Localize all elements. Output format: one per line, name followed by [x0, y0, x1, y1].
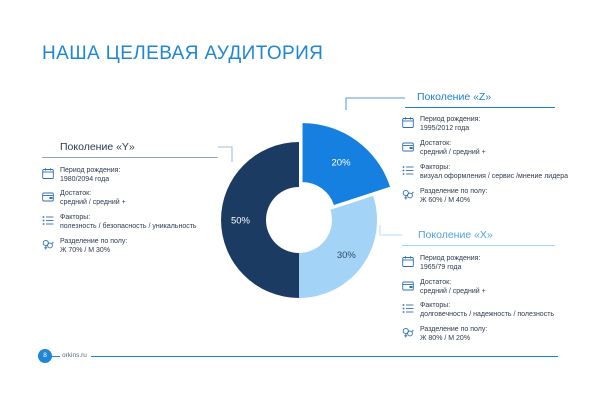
connector-y: [218, 146, 233, 162]
list-icon: [402, 304, 414, 313]
slice-label-20: 20%: [332, 158, 352, 169]
slice-label-30: 30%: [337, 250, 357, 261]
gen-z-title: Поколение «Z»: [417, 91, 492, 103]
connector-x: [379, 225, 402, 236]
row-value: средний / средний +: [420, 287, 486, 295]
gen-x-title: Поколение «X»: [418, 229, 493, 241]
row-label: Факторы:: [420, 164, 451, 171]
row-value: Ж 60% / М 40%: [420, 196, 471, 204]
donut-slice-50: [221, 142, 299, 298]
gen-y-row: Разделение по полу: Ж 70% / М 30%: [42, 238, 127, 255]
row-value: Ж 80% / М 20%: [420, 334, 471, 342]
donut-slice-20: [302, 123, 391, 205]
row-value: 1965/79 года: [420, 263, 462, 271]
gen-y-row: Период рождения: 1980/2094 года: [42, 167, 120, 184]
page-title: НАША ЦЕЛЕВАЯ АУДИТОРИЯ: [42, 43, 324, 64]
wallet-icon: [402, 281, 414, 291]
row-label: Факторы:: [420, 302, 451, 309]
site-link[interactable]: orkins.ru: [60, 352, 91, 359]
row-label: Период рождения:: [420, 255, 481, 262]
gen-z-divider: [405, 107, 555, 108]
calendar-icon: [42, 168, 54, 179]
row-value: средний / средний +: [60, 198, 126, 206]
list-icon: [42, 216, 54, 225]
row-label: Разделение по полу:: [420, 188, 488, 195]
row-label: Разделение по полу:: [60, 238, 128, 245]
row-label: Разделение по полу:: [420, 326, 488, 333]
gen-z-row: Факторы: визуал оформления / сервис /мнен…: [402, 164, 568, 181]
row-label: Период рождения:: [60, 167, 121, 174]
row-value: Ж 70% / М 30%: [60, 246, 111, 254]
gen-x-row: Период рождения: 1965/79 года: [402, 255, 480, 272]
row-label: Достаток:: [420, 279, 452, 286]
gen-x-row: Достаток: средний / средний +: [402, 279, 486, 296]
gen-x-row: Факторы: долговечность / надежность / пол…: [402, 302, 554, 319]
row-label: Достаток:: [60, 190, 92, 197]
calendar-icon: [402, 117, 414, 128]
list-icon: [402, 166, 414, 175]
gen-y-row: Достаток: средний / средний +: [42, 190, 126, 207]
wallet-icon: [42, 192, 54, 202]
row-value: визуал оформления / сервис /мнение лидер…: [420, 172, 568, 180]
gender-icon: [402, 189, 414, 200]
gen-x-row: Разделение по полу: Ж 80% / М 20%: [402, 326, 487, 343]
gen-z-row: Период рождения: 1995/2012 года: [402, 116, 480, 133]
row-value: 1980/2094 года: [60, 175, 110, 183]
gen-x-divider: [402, 245, 555, 246]
gender-icon: [42, 239, 54, 250]
row-value: средний / средний +: [420, 148, 486, 156]
gender-icon: [402, 327, 414, 338]
wallet-icon: [402, 142, 414, 152]
slice-label-50: 50%: [231, 216, 251, 227]
row-value: 1995/2012 года: [420, 124, 470, 132]
row-value: долговечность / надежность / полезность: [420, 310, 555, 318]
row-label: Период рождения:: [420, 116, 481, 123]
row-value: полезность / безопасность / уникальность: [60, 222, 197, 230]
gen-z-row: Разделение по полу: Ж 60% / М 40%: [402, 188, 487, 205]
gen-y-divider: [42, 157, 218, 158]
calendar-icon: [402, 256, 414, 267]
row-label: Факторы:: [60, 214, 91, 221]
gen-z-row: Достаток: средний / средний +: [402, 140, 486, 157]
row-label: Достаток:: [420, 140, 452, 147]
gen-y-title: Поколение «Y»: [60, 141, 135, 153]
page-number: 8: [38, 349, 52, 363]
gen-y-row: Факторы: полезность / безопасность / уник…: [42, 214, 197, 231]
connector-z: [345, 97, 405, 110]
footer-line: [42, 356, 558, 357]
donut-slice-30: [299, 195, 378, 298]
